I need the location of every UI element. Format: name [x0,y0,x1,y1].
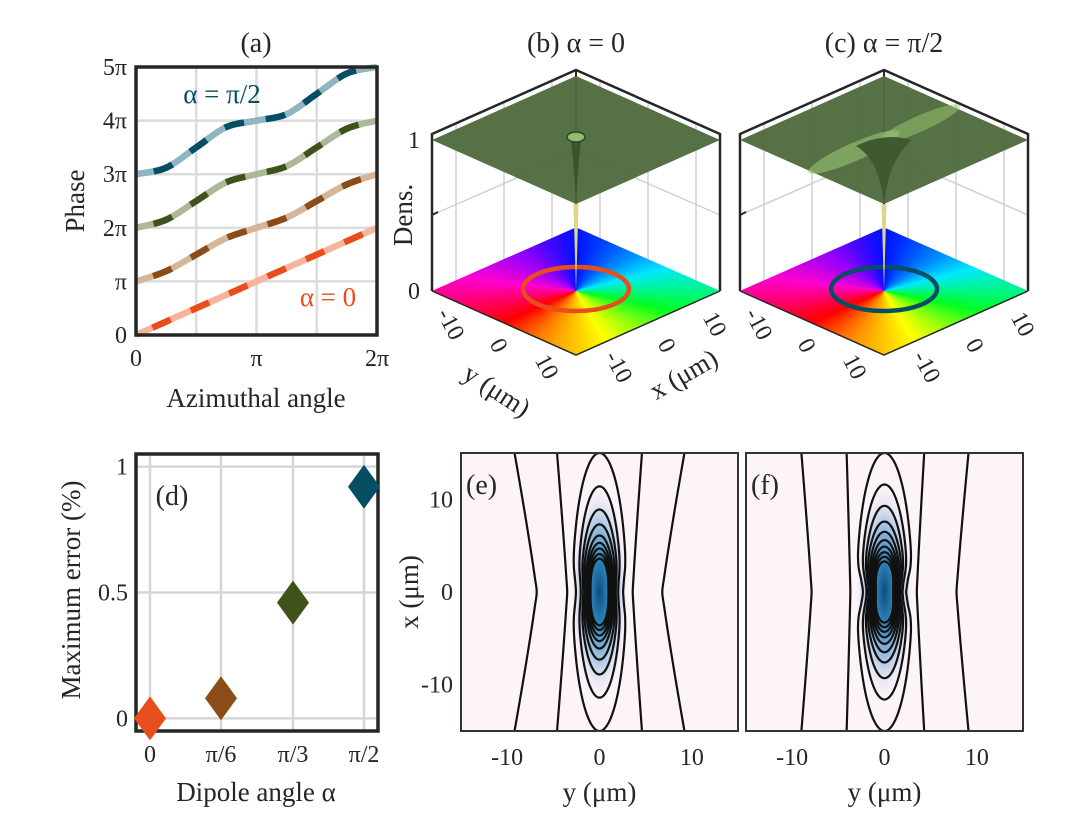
y-tick-label: 3π [103,162,127,188]
y-tick-label: 10 [429,487,453,513]
x-tick-label: 0 [144,742,156,768]
annotation-alpha-pi-2: α = π/2 [183,79,261,109]
series-line-3 [135,63,378,178]
panel-c [738,68,1030,356]
x-tick-label: 10 [965,745,989,771]
y-tick-label: -10 [421,673,453,699]
y-tick-label: 4π [103,109,127,135]
density-spike [573,204,579,291]
panel-f [745,452,1024,732]
x-axis-label: Dipole angle α [176,777,336,807]
series-line-light-2 [135,117,378,231]
density-colormap [569,480,630,704]
x-tick-label: π/2 [349,742,380,768]
contour-line [586,541,613,643]
data-point-diamond [205,676,237,721]
data-point-diamond [348,464,380,509]
contour-line [578,485,621,699]
x-tick-label: -10 [776,745,808,771]
panel-label: (d) [156,481,189,512]
density-funnel [571,140,581,205]
y-axis-label: y (μm) [458,358,536,423]
y-tick-label: 0 [116,706,128,732]
contour-line [661,453,686,731]
contour-line [864,504,905,680]
floor-edge [739,290,1029,356]
panel-b [430,68,722,356]
contour-line [589,557,610,627]
x-tick-label: 0 [594,745,606,771]
contour-line [800,453,813,731]
y-tick-label: 10 [529,350,563,383]
x-tick-label: 0 [130,346,142,372]
z-tick-label: 1 [408,128,420,154]
x-tick-label: π/6 [206,742,237,768]
surface-highlight [877,104,961,144]
z-tick-label: 0 [408,279,420,305]
panel-title: (b) α = 0 [527,28,625,59]
y-tick-label: 10 [837,350,871,383]
y-axis-label: Phase [60,169,90,232]
contour-line [631,453,644,731]
y-tick-label: 1 [116,455,128,481]
panel-title: (c) α = π/2 [825,28,943,59]
x-axis-label: y (μm) [848,777,922,807]
axes-box [460,452,739,732]
contour-line [915,453,926,731]
floor-edge [431,290,721,356]
contour-group [800,453,970,731]
panel-title: (a) [240,28,271,59]
z-axis-label: Dens. [388,184,418,246]
y-tick-label: 0 [115,323,127,349]
y-tick-label: 2π [103,216,127,242]
x-tick-label: 0 [879,745,891,771]
x-tick-label: 10 [680,745,704,771]
contour-line [861,483,908,701]
contour-line [572,453,627,731]
contour-line [585,534,614,650]
contour-line [581,508,618,676]
vortex-core [566,131,586,143]
density-spike [881,204,887,291]
panel-label: (f) [751,470,779,501]
contour-line [513,453,538,731]
panel-d [134,452,380,741]
contour-line [555,453,569,731]
z-tick [431,211,439,216]
series-line-light-1 [134,171,379,285]
contour-line [856,453,913,731]
panel-label: (e) [466,470,497,501]
x-tick-label: 2π [365,346,389,372]
panel-e [460,452,739,732]
contour-line [874,560,895,624]
density-funnel [856,137,912,206]
annotation-alpha-0: α = 0 [300,282,356,312]
y-tick-label: 0.5 [98,581,128,607]
contour-line [955,453,970,731]
axes-box [134,65,379,337]
contour-line [845,453,852,731]
contour-line [866,520,903,664]
contour-line [583,523,616,661]
x-axis-label: y (μm) [563,777,637,807]
x-tick-label: -10 [491,745,523,771]
x-tick-label: π/3 [278,742,309,768]
y-axis-label: x (μm) [394,555,424,629]
y-tick-label: 0 [441,580,453,606]
z-tick [739,211,747,216]
y-tick-label: π [115,269,127,295]
x-axis-label: Azimuthal angle [166,383,345,413]
x-tick-label: π [250,346,262,372]
panel-a [134,63,379,338]
series-line-light-0 [134,224,379,338]
data-point-diamond [277,580,309,625]
axes-box [134,452,380,733]
axes-box [745,452,1024,732]
y-axis-label: Maximum error (%) [56,481,86,700]
data-point-diamond [134,696,166,741]
y-tick-label: 5π [103,55,127,81]
contour-group [513,453,686,731]
